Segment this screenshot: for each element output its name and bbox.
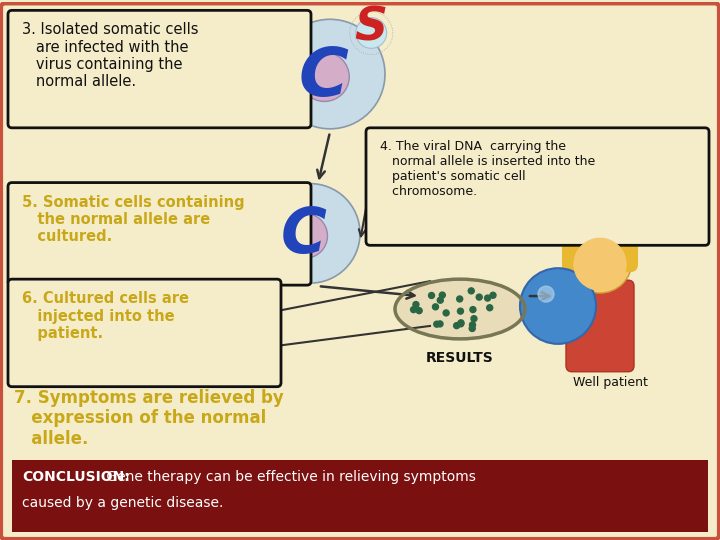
Circle shape: [356, 18, 387, 48]
Circle shape: [469, 322, 475, 328]
Circle shape: [568, 230, 632, 293]
Circle shape: [520, 268, 596, 344]
Circle shape: [456, 296, 463, 302]
Circle shape: [490, 292, 496, 298]
Circle shape: [437, 297, 444, 303]
Circle shape: [458, 321, 464, 327]
FancyBboxPatch shape: [8, 279, 281, 387]
Text: 6. Cultured cells are
   injected into the
   patient.: 6. Cultured cells are injected into the …: [22, 291, 189, 341]
Circle shape: [574, 238, 626, 290]
Circle shape: [470, 307, 476, 313]
Circle shape: [485, 295, 490, 301]
Circle shape: [457, 308, 464, 314]
Circle shape: [458, 320, 464, 326]
FancyBboxPatch shape: [1, 3, 719, 539]
Circle shape: [454, 322, 459, 329]
Text: 4. The viral DNA  carrying the
   normal allele is inserted into the
   patient': 4. The viral DNA carrying the normal all…: [380, 140, 595, 198]
Text: caused by a genetic disease.: caused by a genetic disease.: [22, 496, 223, 510]
FancyBboxPatch shape: [8, 10, 311, 128]
Text: CONCLUSION:: CONCLUSION:: [22, 470, 130, 484]
Text: Well patient: Well patient: [572, 376, 647, 389]
FancyBboxPatch shape: [566, 280, 634, 372]
FancyBboxPatch shape: [366, 128, 709, 245]
Circle shape: [443, 310, 449, 316]
Ellipse shape: [395, 279, 525, 339]
Text: C: C: [299, 44, 348, 110]
Text: 7. Symptoms are relieved by
   expression of the normal
   allele.: 7. Symptoms are relieved by expression o…: [14, 389, 284, 448]
Circle shape: [476, 294, 482, 300]
Circle shape: [300, 52, 349, 102]
FancyBboxPatch shape: [562, 218, 638, 272]
Text: Gene therapy can be effective in relieving symptoms: Gene therapy can be effective in relievi…: [102, 470, 476, 484]
Circle shape: [413, 301, 419, 308]
Circle shape: [469, 326, 475, 332]
Circle shape: [439, 292, 445, 298]
FancyBboxPatch shape: [8, 183, 311, 285]
Circle shape: [433, 304, 438, 310]
Text: 3. Isolated somatic cells
   are infected with the
   virus containing the
   no: 3. Isolated somatic cells are infected w…: [22, 22, 199, 90]
Circle shape: [538, 286, 554, 302]
Circle shape: [471, 316, 477, 322]
Circle shape: [282, 213, 328, 258]
FancyBboxPatch shape: [12, 461, 708, 532]
Text: RESULTS: RESULTS: [426, 351, 494, 365]
Circle shape: [487, 305, 492, 310]
Text: 5. Somatic cells containing
   the normal allele are
   cultured.: 5. Somatic cells containing the normal a…: [22, 194, 245, 244]
Circle shape: [410, 307, 417, 313]
Circle shape: [468, 288, 474, 294]
Circle shape: [260, 184, 360, 283]
Circle shape: [437, 321, 443, 327]
Text: S: S: [355, 6, 388, 51]
Circle shape: [275, 19, 385, 129]
Text: C: C: [281, 206, 327, 266]
Circle shape: [428, 293, 435, 299]
Circle shape: [416, 308, 422, 314]
Circle shape: [433, 321, 440, 327]
